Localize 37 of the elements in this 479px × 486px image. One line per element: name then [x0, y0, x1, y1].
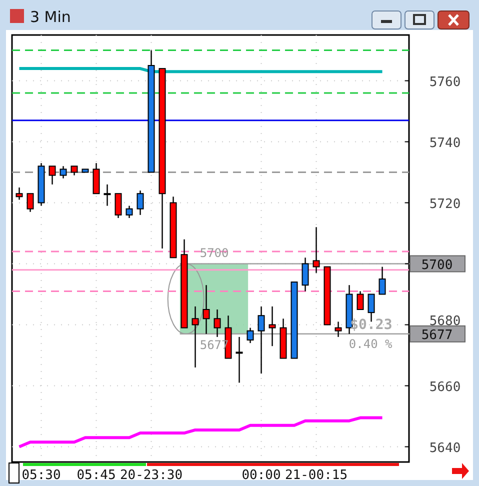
y-tick-label: 5640 [429, 440, 461, 456]
candlestick [214, 308, 221, 338]
candlestick [356, 290, 364, 310]
chart-title: 3 Min [30, 8, 71, 26]
candlestick [136, 190, 144, 216]
x-tick-label: 00:00 [242, 468, 281, 483]
x-tick-label: 20-23:30 [120, 468, 183, 483]
candlestick [16, 186, 23, 200]
ref-line-label: 5700 [421, 258, 453, 273]
line-series [18, 416, 384, 448]
y-tick-label: 5720 [429, 196, 461, 212]
candlestick [312, 226, 320, 274]
y-tick-label: 5760 [429, 74, 461, 90]
candlestick [258, 306, 265, 374]
candlestick [378, 266, 386, 295]
candlestick [302, 257, 309, 292]
candlestick [104, 184, 111, 206]
ref-line-label: 5677 [421, 328, 453, 343]
candlestick [126, 205, 133, 219]
y-tick-label: 5680 [429, 314, 461, 329]
x-tick-label: 05:30 [22, 468, 61, 483]
candlestick [246, 327, 254, 344]
y-tick-label: 5660 [429, 380, 461, 395]
candlestick [202, 284, 210, 334]
candlestick [60, 166, 67, 179]
candlestick [26, 193, 34, 212]
x-tick-label: 21-00:15 [284, 468, 348, 483]
candlestick [114, 193, 122, 219]
candlestick [48, 166, 56, 186]
candlestick [334, 321, 342, 338]
candlestick [70, 166, 78, 176]
candlestick [268, 306, 276, 347]
candlestick [236, 336, 243, 384]
y-tick-label: 5740 [429, 136, 461, 151]
annotation: 0.40 % [348, 336, 394, 351]
x-tick-label: 05:45 [76, 468, 116, 483]
candlestick [192, 306, 199, 368]
